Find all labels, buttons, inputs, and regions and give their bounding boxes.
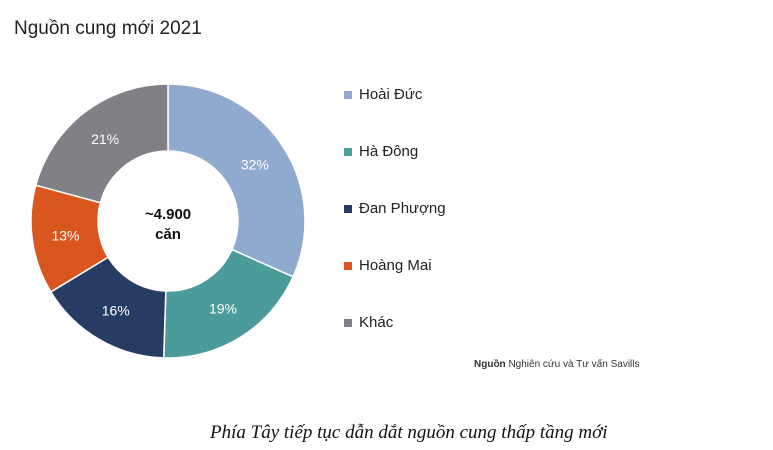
slice-label-ha-dong: 19% <box>209 301 237 317</box>
slice-label-hoang-mai: 13% <box>51 227 79 243</box>
legend-item-hoai-duc: Hoài Đức <box>344 86 422 103</box>
legend-swatch <box>344 204 352 213</box>
legend-label: Đan Phượng <box>359 200 446 217</box>
donut-slice-hoai-duc <box>167 83 306 278</box>
donut-slice-khac <box>34 83 169 204</box>
legend-item-ha-dong: Hà Đông <box>344 143 418 160</box>
source-note: Nguồn Nghiên cứu và Tư vấn Savills <box>474 359 639 370</box>
legend-swatch <box>344 261 352 270</box>
legend-item-hoang-mai: Hoàng Mai <box>344 257 432 274</box>
legend-label: Hà Đông <box>359 143 419 160</box>
legend-item-dan-phuong: Đan Phượng <box>344 200 446 217</box>
legend-item-khac: Khác <box>344 314 393 331</box>
center-total-unit: căn <box>155 226 181 243</box>
legend-label: Hoàng Mai <box>359 257 432 274</box>
legend-label: Hoài Đức <box>359 86 423 103</box>
slice-label-dan-phuong: 16% <box>102 302 130 318</box>
source-label: Nguồn <box>474 359 506 370</box>
chart-title: Nguồn cung mới 2021 <box>14 18 202 39</box>
figure-caption: Phía Tây tiếp tục dẫn dắt nguồn cung thấ… <box>210 422 608 443</box>
donut-slice-ha-dong <box>162 248 295 359</box>
source-text: Nghiên cứu và Tư vấn Savills <box>508 359 640 370</box>
slice-label-khac: 21% <box>91 131 119 147</box>
legend-swatch <box>344 318 352 327</box>
legend-label: Khác <box>359 314 394 331</box>
legend-swatch <box>344 147 352 156</box>
legend-swatch <box>344 90 352 99</box>
center-total-value: ~4.900 <box>145 206 191 223</box>
slice-label-hoai-duc: 32% <box>241 157 269 173</box>
